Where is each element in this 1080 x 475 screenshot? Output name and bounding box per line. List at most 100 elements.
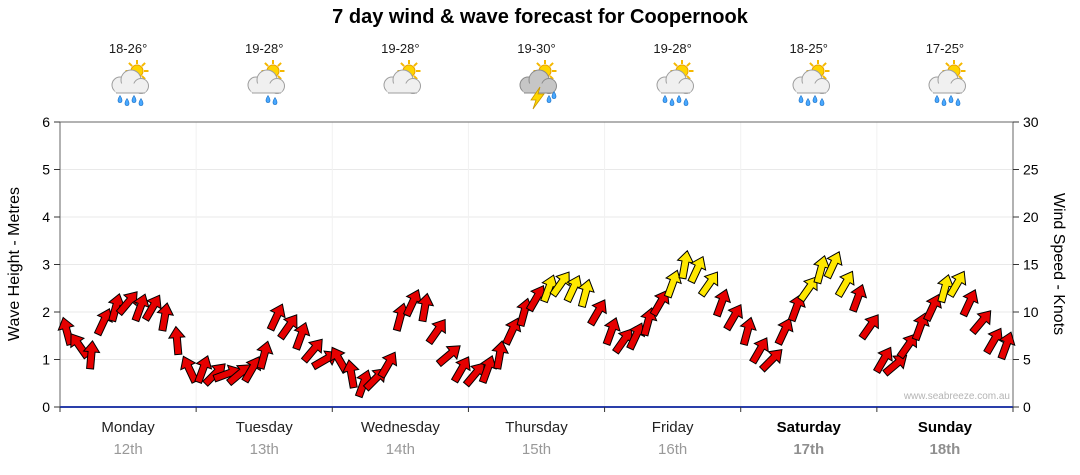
chart-title: 7 day wind & wave forecast for Coopernoo…	[332, 6, 748, 28]
cloud-icon	[792, 69, 830, 94]
weather-icon-sun-cloud-light-shower	[196, 60, 332, 112]
wind-arrow	[911, 312, 930, 342]
temperature-row: 18-26° 19-28° 19-28° 19-30° 19-28° 18-25° 17-2…	[60, 41, 1013, 56]
day-date: 15th	[521, 441, 552, 458]
right-axis-label: Wind Speed - Knots	[1050, 192, 1067, 336]
raindrop-icon	[683, 97, 688, 106]
wind-arrow	[549, 271, 570, 298]
wind-arrow	[277, 314, 298, 341]
temp-range: 17-25°	[925, 41, 965, 56]
left-tick-label: 5	[42, 162, 50, 178]
raindrop-icon	[955, 97, 961, 106]
temp-range: 18-25°	[789, 41, 828, 56]
raindrop-icon	[798, 94, 804, 103]
temp-range: 19-30°	[517, 41, 556, 56]
temp-range: 19-28°	[244, 41, 284, 56]
right-tick-label: 30	[1023, 114, 1039, 130]
wind-arrow	[377, 351, 398, 379]
day-dates-row: 12th 13th 14th 15th 16th 17th 18th	[60, 441, 1013, 458]
left-tick-label: 1	[42, 352, 50, 368]
wind-arrow	[983, 327, 1003, 356]
wind-arrow	[896, 333, 917, 360]
left-tick-label: 0	[42, 399, 50, 415]
wind-arrow	[131, 293, 150, 323]
wind-arrow	[300, 338, 323, 364]
raindrop-icon	[547, 94, 552, 103]
wind-arrow	[292, 321, 311, 351]
wind-arrow	[180, 355, 200, 384]
day-date: 13th	[249, 441, 279, 458]
wind-arrow	[649, 289, 670, 318]
lightning-icon	[530, 86, 546, 110]
wind-arrow	[602, 317, 621, 346]
wind-arrow	[723, 303, 743, 332]
day-date: 18th	[929, 441, 961, 458]
temp-range: 19-28°	[653, 41, 692, 56]
weather-icon-sun-cloud-showers	[877, 60, 1013, 112]
wind-arrow	[758, 348, 783, 373]
wind-arrow	[969, 310, 992, 336]
raindrop-icon	[819, 97, 825, 106]
wind-arrow	[194, 355, 213, 384]
wind-arrow	[577, 278, 595, 309]
wind-arrow	[587, 299, 607, 327]
day-name: Thursday	[505, 419, 568, 436]
day-date: 14th	[385, 441, 415, 458]
wind-arrow	[640, 307, 658, 337]
raindrop-icon	[812, 94, 818, 103]
temp-range: 18-26°	[108, 41, 148, 56]
raindrop-icon	[138, 97, 144, 106]
wind-arrow	[82, 340, 101, 370]
day-date: 17th	[793, 441, 825, 458]
cloud-icon	[247, 69, 286, 94]
left-tick-label: 4	[42, 209, 50, 225]
wind-arrow	[787, 293, 806, 323]
raindrop-icon	[272, 96, 278, 105]
raindrop-icon	[117, 94, 123, 103]
weather-icon-sun-cloud-showers	[605, 60, 741, 112]
raindrop-icon	[552, 90, 557, 99]
wind-arrow	[749, 337, 769, 365]
raindrop-icon	[941, 97, 947, 106]
right-tick-label: 25	[1023, 162, 1039, 178]
wind-arrow	[93, 308, 113, 337]
raindrop-icon	[934, 94, 940, 103]
day-date: 16th	[658, 441, 688, 458]
day-name: Monday	[101, 419, 155, 436]
day-date: 12th	[113, 441, 143, 458]
wind-arrow	[922, 293, 942, 323]
wind-arrow	[502, 317, 522, 346]
watermark: www.seabreeze.com.au	[903, 391, 1010, 402]
wind-arrow	[959, 289, 979, 318]
right-tick-label: 15	[1023, 257, 1039, 273]
weather-icon-thunderstorm	[468, 60, 604, 112]
wind-arrow	[946, 270, 967, 299]
wind-arrow	[450, 356, 471, 384]
wind-arrow	[797, 276, 818, 303]
wind-arrow	[156, 302, 175, 332]
right-tick-label: 0	[1023, 399, 1031, 415]
weather-icon-sun-cloud	[332, 60, 468, 112]
raindrop-icon	[265, 94, 271, 103]
weather-icon-sun-cloud-showers	[741, 60, 877, 112]
raindrop-icon	[662, 94, 667, 103]
cloud-icon	[383, 69, 422, 94]
left-axis-label: Wave Height - Metres	[6, 186, 23, 342]
wind-arrow	[266, 303, 286, 332]
raindrop-icon	[805, 97, 811, 106]
wind-arrow	[241, 356, 262, 384]
wind-arrow	[712, 288, 731, 318]
wind-arrow	[141, 294, 162, 322]
cloud-icon	[519, 69, 558, 94]
day-name: Saturday	[776, 419, 841, 436]
day-name: Sunday	[917, 419, 972, 436]
left-tick-label: 6	[42, 114, 50, 130]
wind-arrow	[697, 271, 719, 298]
wind-arrow	[823, 251, 843, 280]
day-name: Wednesday	[360, 419, 440, 436]
wind-arrow	[425, 318, 446, 346]
day-names-row: Monday Tuesday Wednesday Thursday Friday Satu…	[60, 419, 1013, 436]
wind-arrow	[626, 322, 646, 351]
wind-arrow	[834, 270, 855, 299]
